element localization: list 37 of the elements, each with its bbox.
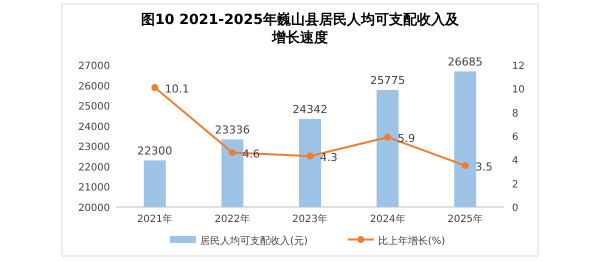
y-tick-label: 23000 — [78, 142, 110, 154]
y-tick-label: 21000 — [78, 182, 110, 194]
y2-tick-label: 4 — [512, 156, 518, 167]
y2-tick-label: 10 — [512, 84, 525, 96]
y-tick-label: 26000 — [78, 81, 110, 92]
legend-label: 比上年增长(%) — [378, 235, 446, 247]
y-tick-label: 27000 — [78, 61, 110, 72]
y2-tick-label: 2 — [512, 179, 518, 190]
x-tick-label: 2023年 — [292, 213, 328, 225]
x-tick-label: 2025年 — [447, 213, 483, 225]
data-label: 24342 — [292, 102, 328, 116]
y-tick-label: 22000 — [78, 162, 110, 174]
y-tick-label: 24000 — [78, 122, 110, 133]
data-label: 4.3 — [320, 151, 338, 164]
point — [384, 134, 392, 141]
y-tick-label: 20000 — [78, 203, 110, 214]
point — [306, 152, 314, 160]
data-label: 10.1 — [164, 82, 190, 96]
chart-title: 图10 2021-2025年巍山县居民人均可支配收入及增长速度 — [140, 12, 460, 46]
data-label: 5.9 — [398, 132, 416, 146]
legend-label: 居民人均可支配收入(元) — [200, 235, 308, 247]
point — [228, 149, 236, 156]
y2-tick-label: 12 — [512, 61, 525, 72]
y2-tick-label: 0 — [512, 203, 518, 214]
x-tick-label: 2024年 — [370, 213, 406, 225]
x-tick-label: 2021年 — [137, 213, 173, 225]
x-tick-label: 2022年 — [214, 213, 250, 225]
data-label: 3.5 — [475, 160, 493, 174]
data-label: 22300 — [137, 144, 172, 158]
data-label: 26685 — [448, 55, 483, 68]
y2-tick-label: 6 — [512, 132, 518, 143]
data-label: 23336 — [214, 123, 250, 136]
point — [462, 162, 469, 170]
data-label: 25775 — [370, 74, 406, 87]
y-tick-label: 25000 — [78, 102, 110, 113]
point — [151, 84, 158, 91]
y2-tick-label: 8 — [512, 108, 518, 120]
